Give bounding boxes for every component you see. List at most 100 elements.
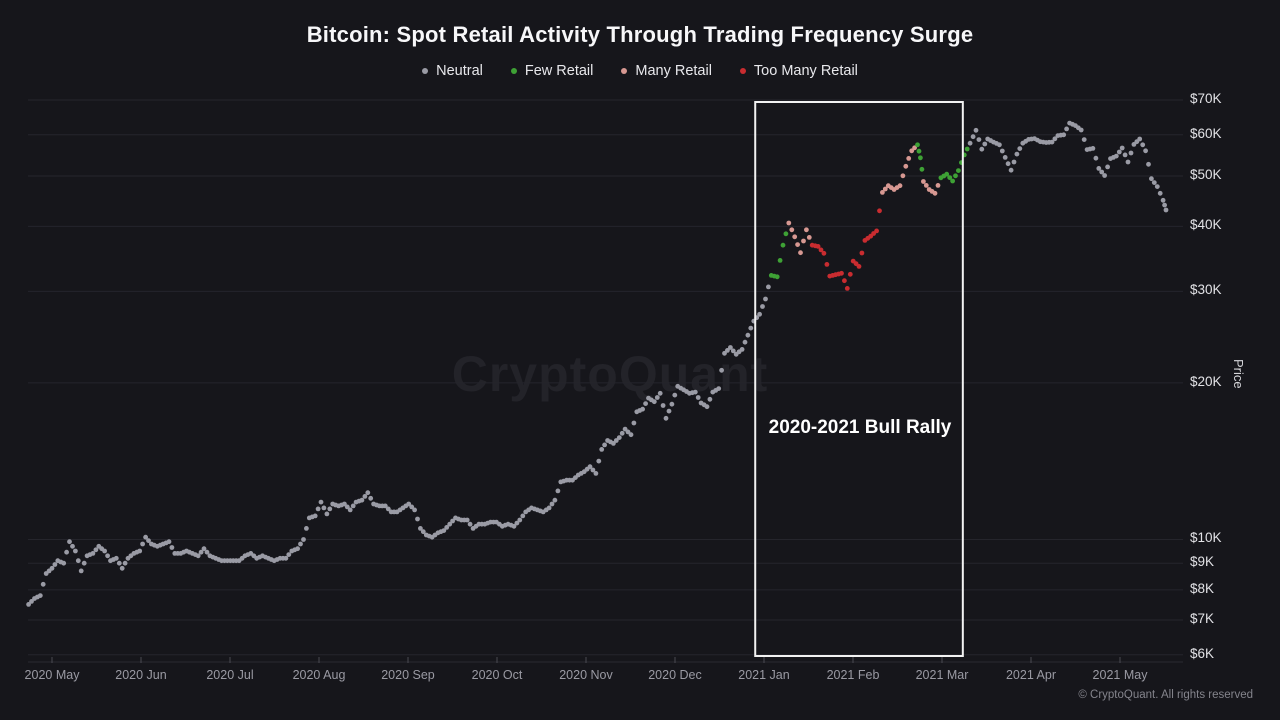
data-point-many-retail bbox=[912, 145, 917, 151]
data-point-neutral bbox=[719, 367, 724, 373]
bull-rally-box bbox=[754, 101, 964, 657]
data-point-neutral bbox=[628, 432, 634, 438]
data-point-neutral bbox=[1160, 197, 1166, 203]
data-point-neutral bbox=[616, 435, 622, 440]
data-point-neutral bbox=[385, 506, 391, 512]
data-point-too-many-retail bbox=[877, 208, 882, 214]
data-point-neutral bbox=[450, 518, 455, 524]
data-point-neutral bbox=[625, 429, 631, 435]
data-point-neutral bbox=[78, 568, 84, 574]
data-point-many-retail bbox=[903, 163, 909, 169]
data-point-neutral bbox=[359, 497, 365, 503]
data-point-neutral bbox=[631, 420, 637, 426]
data-point-neutral bbox=[590, 467, 596, 473]
data-point-neutral bbox=[619, 430, 625, 436]
data-point-few-retail bbox=[944, 171, 950, 177]
data-point-neutral bbox=[1011, 159, 1017, 165]
y-tick-label: $30K bbox=[1190, 282, 1222, 298]
data-point-neutral bbox=[146, 538, 151, 543]
data-point-few-retail bbox=[950, 178, 955, 184]
data-point-many-retail bbox=[935, 183, 941, 188]
data-point-neutral bbox=[52, 562, 58, 567]
x-tick-label: 2021 Jan bbox=[738, 668, 790, 682]
data-point-neutral bbox=[81, 560, 87, 566]
data-point-neutral bbox=[997, 142, 1002, 148]
data-point-neutral bbox=[29, 599, 34, 604]
data-point-neutral bbox=[1096, 166, 1102, 171]
data-point-neutral bbox=[640, 406, 645, 412]
data-point-neutral bbox=[982, 141, 988, 147]
data-point-neutral bbox=[587, 464, 593, 470]
data-point-neutral bbox=[93, 547, 99, 553]
data-point-neutral bbox=[520, 513, 526, 519]
data-point-too-many-retail bbox=[847, 271, 853, 277]
data-point-neutral bbox=[663, 415, 669, 421]
data-point-many-retail bbox=[906, 156, 912, 161]
data-point-neutral bbox=[64, 549, 69, 555]
data-point-neutral bbox=[611, 441, 616, 446]
data-point-too-many-retail bbox=[815, 244, 821, 249]
data-point-neutral bbox=[745, 332, 751, 338]
copyright-text: © CryptoQuant. All rights reserved bbox=[1078, 689, 1253, 701]
data-point-neutral bbox=[169, 545, 175, 550]
data-point-neutral bbox=[415, 516, 420, 522]
data-point-neutral bbox=[1113, 153, 1119, 159]
data-point-neutral bbox=[1154, 184, 1160, 190]
legend-label: Few Retail bbox=[524, 63, 594, 79]
data-point-neutral bbox=[517, 517, 523, 523]
data-point-few-retail bbox=[964, 146, 970, 152]
data-point-neutral bbox=[757, 311, 762, 317]
data-point-neutral bbox=[1151, 180, 1157, 186]
data-point-many-retail bbox=[798, 250, 803, 256]
data-point-many-retail bbox=[921, 179, 926, 184]
data-point-neutral bbox=[669, 401, 675, 407]
data-point-neutral bbox=[137, 548, 143, 554]
data-point-neutral bbox=[195, 553, 201, 559]
x-tick-label: 2020 Nov bbox=[559, 668, 613, 682]
data-point-neutral bbox=[1122, 152, 1128, 158]
data-point-neutral bbox=[204, 549, 210, 555]
data-point-many-retail bbox=[897, 183, 903, 189]
data-point-too-many-retail bbox=[859, 250, 865, 256]
data-point-few-retail bbox=[918, 155, 923, 161]
data-point-neutral bbox=[113, 555, 119, 561]
x-tick-label: 2020 Dec bbox=[648, 668, 702, 682]
data-point-neutral bbox=[748, 325, 754, 331]
data-point-neutral bbox=[722, 350, 727, 356]
data-point-many-retail bbox=[801, 238, 806, 244]
x-tick-label: 2020 Aug bbox=[292, 668, 346, 682]
data-point-neutral bbox=[321, 505, 327, 511]
data-point-neutral bbox=[1157, 190, 1163, 196]
data-point-neutral bbox=[1119, 145, 1125, 151]
data-point-neutral bbox=[406, 501, 412, 507]
data-point-neutral bbox=[1049, 139, 1055, 145]
data-point-neutral bbox=[1116, 149, 1122, 155]
data-point-neutral bbox=[283, 555, 289, 561]
data-point-neutral bbox=[593, 471, 599, 476]
data-point-few-retail bbox=[916, 148, 922, 154]
data-point-neutral bbox=[1017, 146, 1023, 152]
x-tick-label: 2021 Apr bbox=[1005, 668, 1057, 682]
data-point-too-many-retail bbox=[856, 264, 862, 269]
data-point-neutral bbox=[122, 560, 128, 566]
data-point-neutral bbox=[552, 497, 558, 503]
data-point-too-many-retail bbox=[874, 228, 879, 234]
data-point-neutral bbox=[1102, 173, 1107, 178]
data-point-neutral bbox=[599, 447, 605, 452]
data-point-neutral bbox=[324, 511, 330, 517]
data-point-neutral bbox=[695, 395, 701, 400]
data-point-neutral bbox=[49, 565, 55, 571]
data-point-few-retail bbox=[780, 242, 786, 248]
data-point-neutral bbox=[692, 389, 698, 395]
data-point-neutral bbox=[511, 523, 517, 529]
data-point-neutral bbox=[1128, 150, 1134, 156]
data-point-neutral bbox=[347, 507, 353, 513]
data-point-few-retail bbox=[777, 258, 783, 263]
data-point-few-retail bbox=[956, 168, 961, 174]
data-point-neutral bbox=[1008, 167, 1014, 173]
data-point-neutral bbox=[546, 505, 552, 511]
data-point-too-many-retail bbox=[821, 250, 827, 256]
legend-dot-icon bbox=[422, 68, 429, 74]
data-point-too-many-retail bbox=[818, 247, 824, 253]
